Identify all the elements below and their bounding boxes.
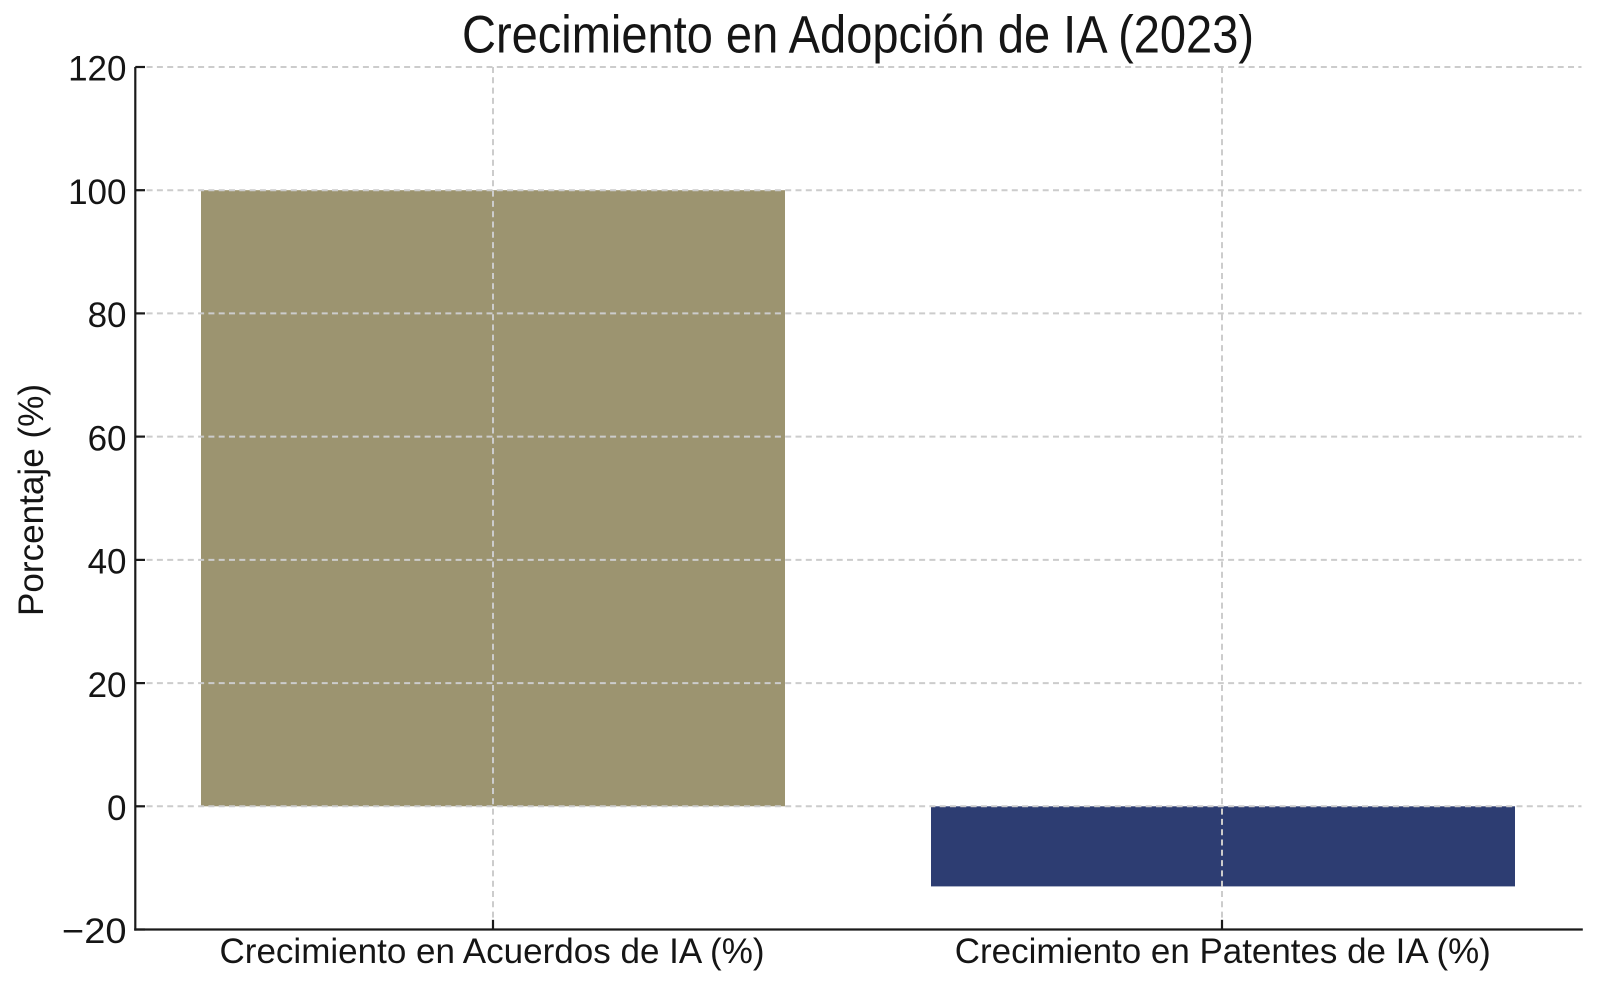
svg-text:20: 20 [88,666,127,705]
svg-text:80: 80 [88,296,127,335]
svg-text:120: 120 [68,50,126,89]
svg-text:60: 60 [88,419,127,458]
svg-text:Porcentaje (%): Porcentaje (%) [12,384,51,616]
svg-text:100: 100 [68,173,126,212]
svg-text:Crecimiento en Acuerdos de IA: Crecimiento en Acuerdos de IA (%) [220,932,765,971]
svg-text:0: 0 [107,789,126,828]
svg-text:Crecimiento en Patentes de IA: Crecimiento en Patentes de IA (%) [955,932,1491,971]
svg-text:40: 40 [88,543,127,582]
svg-text:Crecimiento en Adopción de IA: Crecimiento en Adopción de IA (2023) [462,5,1254,64]
svg-text:−20: −20 [62,912,127,951]
